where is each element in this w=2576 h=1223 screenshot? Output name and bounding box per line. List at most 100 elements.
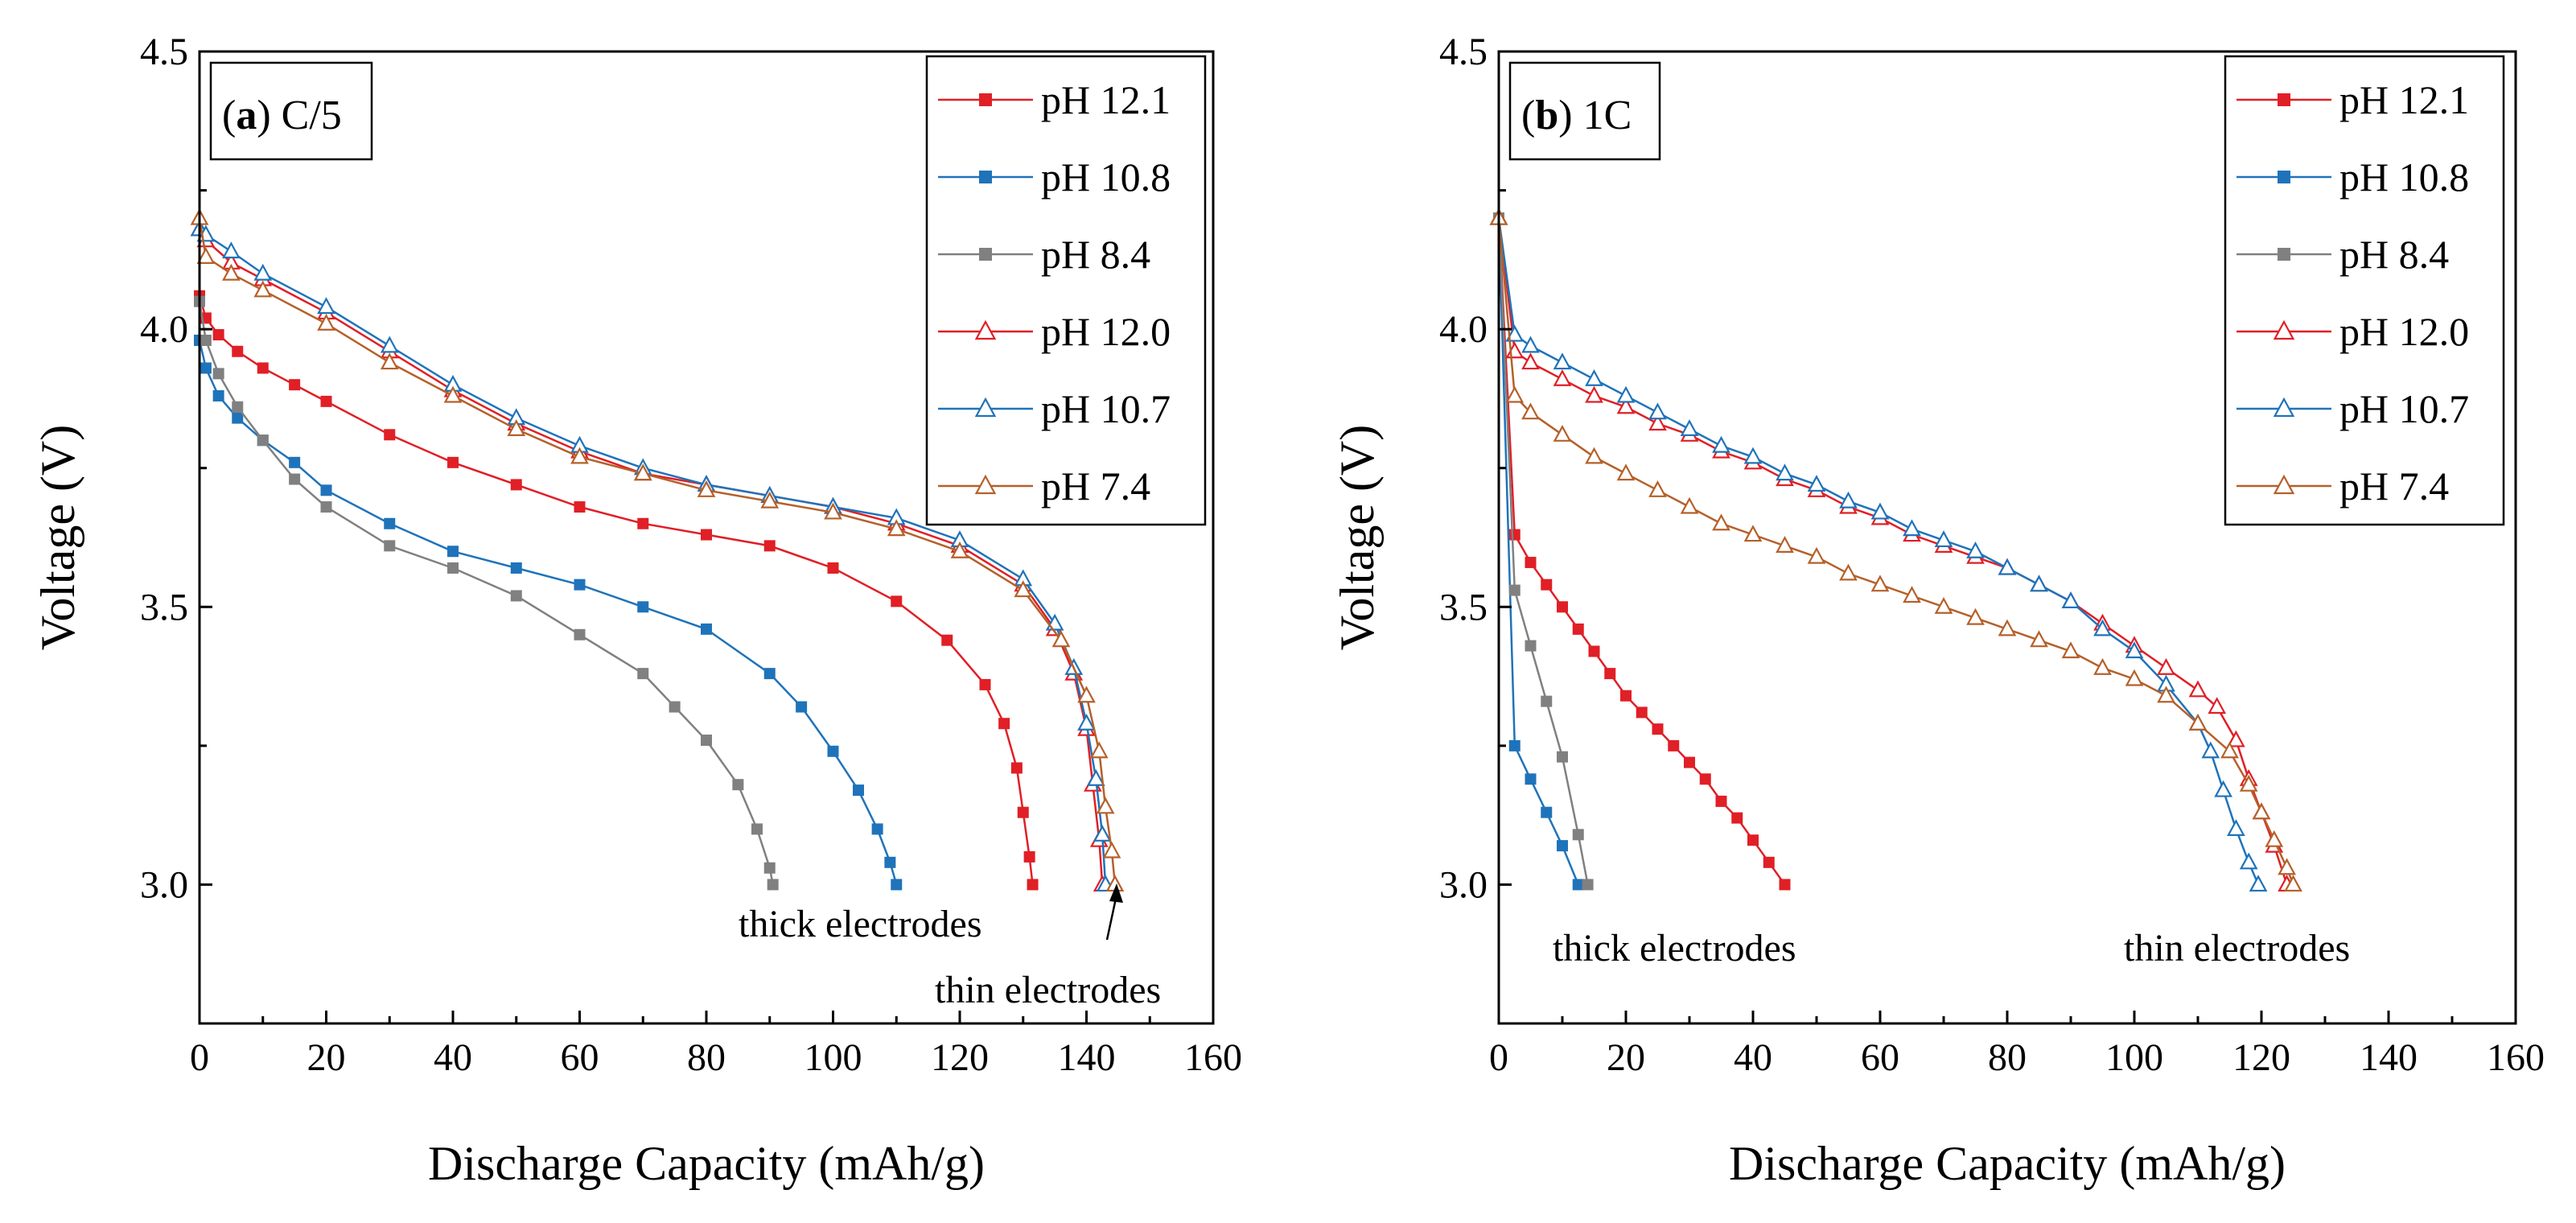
data-point [1763,856,1775,868]
legend-label: pH 12.1 [1041,77,1171,122]
data-point [1585,447,1603,464]
data-point [2252,802,2271,820]
y-tick-label: 4.5 [140,31,188,73]
data-point [200,362,212,374]
data-point [1616,397,1636,414]
data-point [950,541,969,558]
data-point [510,562,522,574]
panel-title: (a) C/5 [222,93,342,138]
data-point [2125,669,2144,686]
data-point [1096,797,1115,814]
data-point [827,745,839,757]
data-point [1541,695,1553,707]
data-point [1077,686,1096,703]
legend-marker [974,397,997,418]
data-point [2239,852,2258,870]
x-tick-label: 100 [2105,1036,2163,1079]
data-point [891,595,903,607]
data-point [1553,352,1572,370]
data-point [2093,619,2112,636]
data-point [1585,385,1603,403]
data-point [2188,713,2208,731]
legend-marker [2273,319,2295,340]
legend: pH 12.1 pH 10.8 pH 8.4 pH 12.0 pH 10.7 pH 7.4 [2224,55,2505,526]
data-point [2157,686,2175,703]
series-line [199,228,1107,885]
data-point [979,678,991,690]
data-point [1557,751,1568,763]
x-tick-label: 120 [2232,1036,2290,1079]
data-point [1541,806,1553,818]
data-point [253,280,273,298]
y-axis-title: Voltage (V) [1331,425,1384,651]
data-point [871,823,883,835]
series-pH-10_7 [1489,208,2268,892]
data-point [637,601,649,613]
chart-panel-b: 0 20 40 60 80 100 120 140 160 3.0 3.5 4.0 4.5 Dischar… [1331,31,2545,1190]
data-point [257,434,269,447]
data-point [2265,830,2284,847]
x-tick-label: 160 [1184,1036,1242,1079]
data-point [2284,875,2302,892]
data-point [891,879,903,891]
data-point [289,456,301,468]
data-point [1715,795,1727,807]
data-point [2030,574,2048,592]
x-tick-label: 0 [190,1036,209,1079]
annotation-text: thin electrodes [2124,927,2350,970]
data-point [1903,519,1921,537]
x-tick-label: 20 [1607,1036,1645,1079]
panel-label-box [1508,61,1661,161]
series-pH-12_1 [194,290,1039,891]
data-point [1582,879,1594,891]
legend-entry: pH 12.0 [938,309,1171,354]
data-point [1089,741,1109,759]
legend-marker [2273,397,2295,418]
data-point [222,263,241,281]
y-tick-label: 4.5 [1439,31,1488,73]
series-line [198,217,1117,885]
data-point [2157,657,2175,675]
data-point [824,502,842,520]
x-axis-title: Discharge Capacity (mAh/g) [428,1137,985,1190]
data-point [701,529,712,541]
series-line [1497,217,2260,885]
data-point [763,862,776,874]
panel-label-box [209,61,373,161]
x-tick-label: 140 [1058,1036,1116,1079]
data-point [760,491,780,509]
data-point [253,263,273,281]
data-point [1776,536,1794,553]
data-point [1712,435,1730,453]
data-point [574,628,586,640]
data-point [257,362,269,374]
annotation-text: thick electrodes [1553,927,1796,970]
data-point [447,562,459,574]
legend-label: pH 10.7 [1041,386,1171,431]
legend-marker [979,248,992,261]
data-point [732,779,744,791]
data-point [1553,369,1572,386]
data-point [2208,697,2227,714]
data-point [1731,812,1743,824]
data-point [447,456,459,468]
data-point [384,540,396,552]
series-line [198,301,774,885]
x-tick-label: 80 [1988,1036,2027,1079]
data-point [2214,780,2232,797]
legend-label: pH 10.7 [2339,386,2469,431]
data-point [1572,623,1584,635]
legend-marker [2278,248,2290,261]
data-point [827,562,839,574]
data-point [317,297,335,315]
data-point [1807,475,1826,492]
data-point [232,412,244,424]
data-point [1077,713,1096,731]
data-point [2093,657,2112,675]
data-point [1508,739,1520,752]
data-point [1870,574,1890,592]
x-tick-label: 100 [804,1036,862,1079]
data-point [763,540,776,552]
data-point [2188,680,2208,698]
series-line [1497,217,2294,885]
